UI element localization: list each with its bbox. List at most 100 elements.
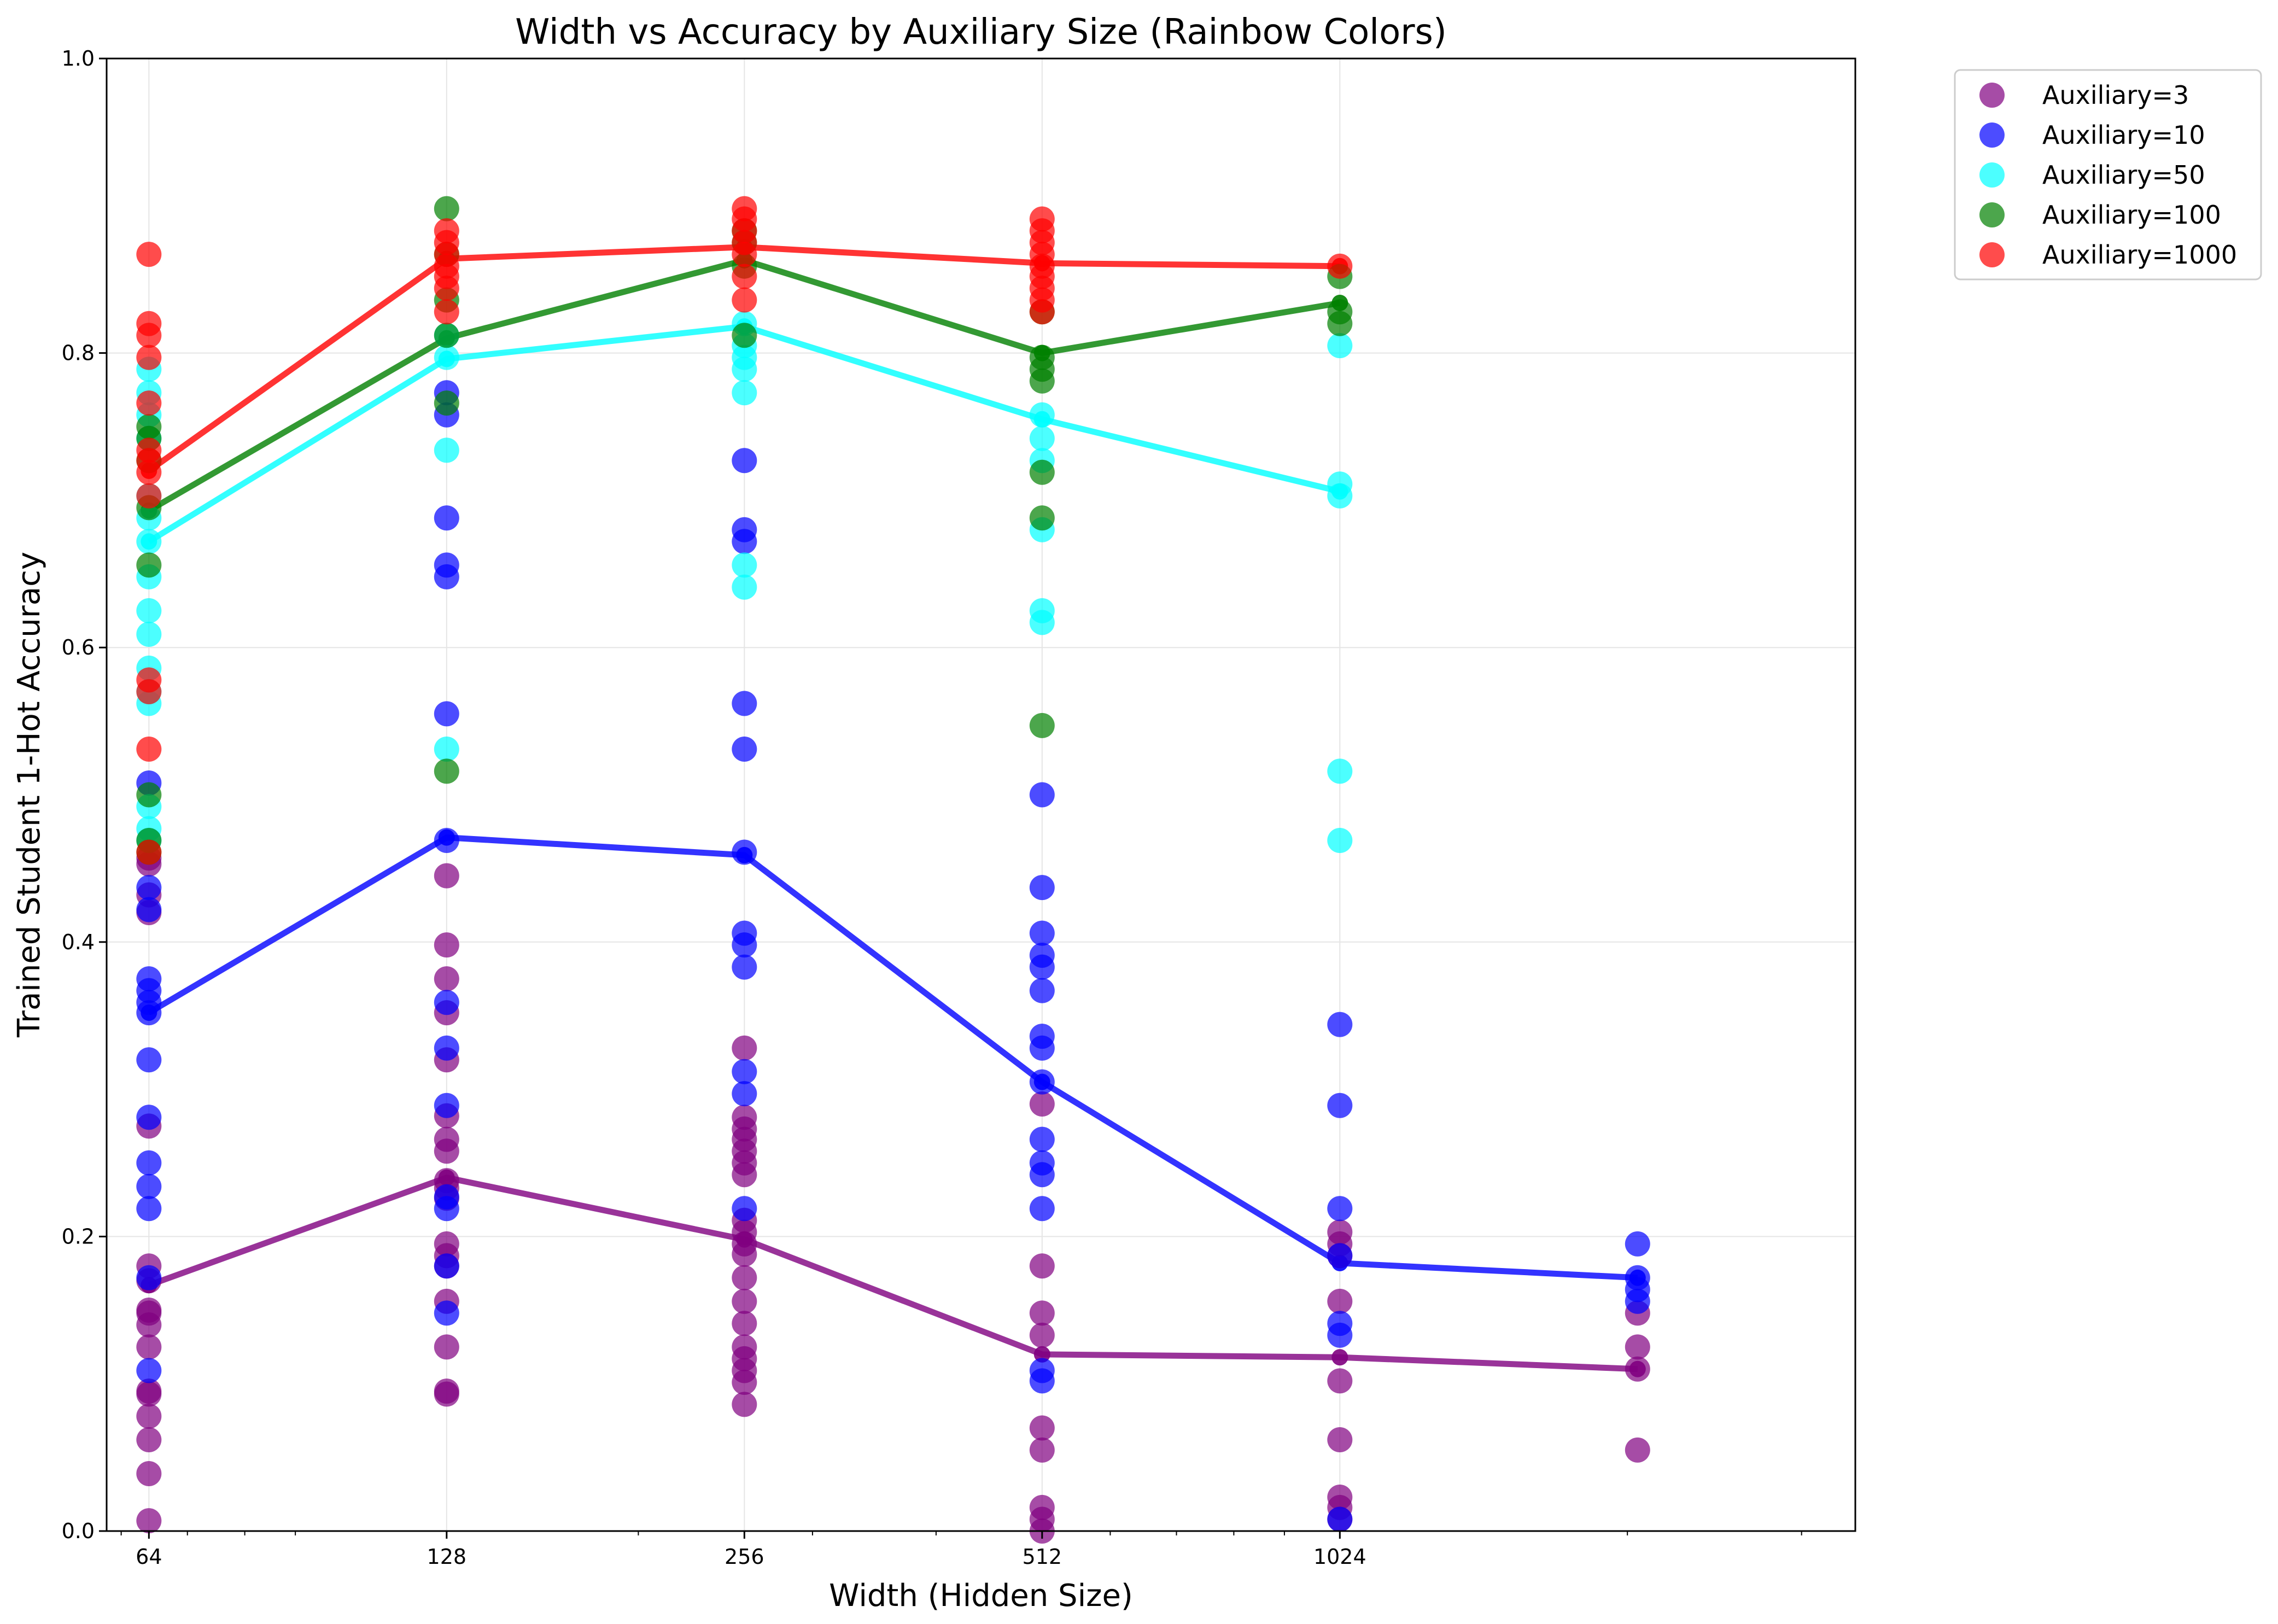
legend-marker [1979,162,2005,188]
scatter-point [732,287,757,313]
scatter-point [136,1196,162,1222]
scatter-point [136,782,162,808]
scatter-point [1327,1485,1353,1510]
scatter-point [434,966,459,992]
scatter-point [136,1403,162,1429]
scatter-point [136,529,162,554]
scatter-point [1327,253,1353,279]
scatter-point [136,242,162,267]
y-axis-ticks: 0.0 0.2 0.4 0.6 0.8 1.0 [62,46,107,1543]
scatter-point [136,1105,162,1130]
scatter-point [1327,1506,1353,1532]
mean-lines [141,238,1646,1377]
scatter-point [1029,425,1055,451]
scatter-point [1029,344,1055,370]
legend: Auxiliary=3 Auxiliary=10 Auxiliary=50 Auxil… [1954,69,2262,281]
scatter-point [732,839,757,865]
series-mean-line [148,1175,1638,1372]
scatter-point [434,1253,459,1279]
x-tick-label: 512 [1023,1545,1062,1569]
scatter-point [1327,1427,1353,1453]
scatter-point [732,920,757,946]
scatter-point [732,1392,757,1417]
scatter-point [1029,459,1055,485]
scatter-point [732,1265,757,1290]
scatter-point [732,954,757,980]
legend-frame [1954,69,2262,281]
scatter-point [1029,1358,1055,1383]
scatter-point [1327,299,1353,325]
chart-title: Width vs Accuracy by Auxiliary Size (Rai… [515,12,1447,52]
scatter-point [732,1311,757,1336]
scatter-point [136,344,162,370]
scatter-point [434,990,459,1015]
scatter-point [732,1081,757,1107]
scatter-point [136,414,162,440]
scatter-point [136,1461,162,1486]
scatter-point [1327,1012,1353,1037]
scatter-point [732,1059,757,1084]
mean-marker [1331,1349,1348,1366]
scatter-point [1029,1415,1055,1441]
scatter-point [1029,1253,1055,1279]
scatter-point [136,1358,162,1383]
scatter-point [136,1173,162,1199]
scatter-point [434,701,459,727]
scatter-point [136,1427,162,1453]
data-points [136,196,1650,1544]
scatter-point [136,839,162,865]
series-mean-line [147,834,1638,1281]
x-tick-label: 1024 [1313,1545,1366,1569]
scatter-point [1029,1150,1055,1176]
scatter-point [1327,1196,1353,1222]
y-tick-label: 0.8 [62,341,95,365]
legend-label: Auxiliary=10 [2042,120,2205,150]
scatter-point [732,517,757,542]
scatter-point [1029,1300,1055,1326]
scatter-point [1029,1069,1055,1095]
scatter-point [136,737,162,762]
scatter-point [1029,712,1055,738]
x-tick-label: 64 [136,1545,162,1569]
scatter-point [1327,1288,1353,1314]
scatter-point [434,1231,459,1257]
legend-marker [1979,122,2005,148]
plot-area-frame [106,57,1856,1532]
scatter-point [136,1378,162,1404]
scatter-point [434,827,459,853]
x-tick-label: 128 [427,1545,467,1569]
scatter-point [1327,1219,1353,1245]
scatter-point [434,737,459,762]
scatter-point [732,264,757,289]
scatter-point [1327,1368,1353,1394]
scatter-point [732,737,757,762]
scatter-point [434,437,459,463]
scatter-point [1029,598,1055,623]
scatter-point [434,505,459,531]
scatter-point [732,691,757,716]
scatter-point [434,299,459,325]
scatter-point [732,196,757,221]
scatter-point [136,311,162,336]
scatter-point [1029,1322,1055,1348]
scatter-point [732,1334,757,1360]
scatter-point [434,552,459,578]
scatter-point [1029,1196,1055,1222]
scatter-point [1327,333,1353,359]
scatter-point [732,1196,757,1222]
scatter-point [1029,1126,1055,1152]
x-axis-ticks: 64 128 256 512 1024 [120,1531,1802,1569]
y-tick-label: 1.0 [62,46,95,71]
y-tick-label: 0.0 [62,1519,95,1543]
grid [107,58,1855,1532]
scatter-point [1327,758,1353,784]
scatter-point [136,437,162,463]
scatter-point [732,1035,757,1061]
legend-label: Auxiliary=100 [2042,200,2221,230]
scatter-point [434,218,459,244]
scatter-point [434,1035,459,1061]
scatter-point [136,1508,162,1534]
scatter-point [1029,1437,1055,1463]
scatter-point [434,344,459,370]
